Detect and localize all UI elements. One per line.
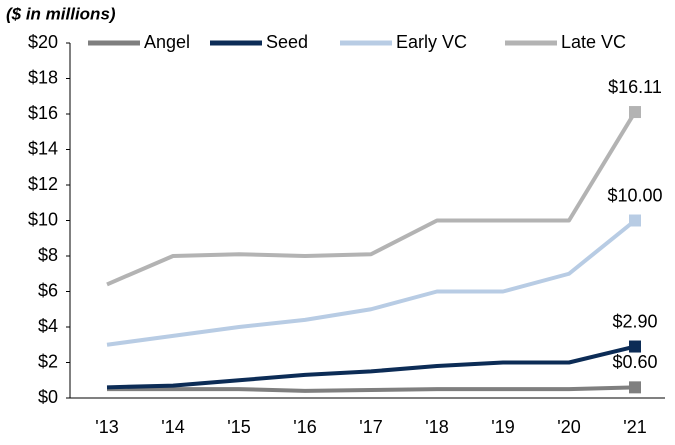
y-tick-label: $16 bbox=[28, 103, 58, 123]
y-tick-label: $12 bbox=[28, 174, 58, 194]
series-line bbox=[106, 111, 637, 287]
y-tick-label: $2 bbox=[38, 351, 58, 371]
point-marker bbox=[629, 214, 641, 227]
y-tick-label: $18 bbox=[28, 67, 58, 87]
y-tick-label: $0 bbox=[38, 387, 58, 407]
legend-label: Angel bbox=[144, 32, 190, 52]
y-tick-label: $8 bbox=[38, 245, 58, 265]
legend-label: Seed bbox=[266, 32, 308, 52]
point-marker bbox=[629, 340, 641, 353]
x-tick-label: '15 bbox=[227, 417, 250, 437]
y-tick-label: $14 bbox=[28, 138, 58, 158]
y-tick-label: $10 bbox=[28, 209, 58, 229]
point-marker bbox=[629, 381, 641, 394]
x-tick-label: '21 bbox=[623, 417, 646, 437]
x-tick-label: '13 bbox=[95, 417, 118, 437]
y-tick-label: $6 bbox=[38, 280, 58, 300]
point-marker bbox=[629, 106, 641, 119]
chart-subtitle: ($ in millions) bbox=[6, 4, 116, 23]
x-tick-label: '14 bbox=[161, 417, 184, 437]
x-tick-label: '20 bbox=[557, 417, 580, 437]
x-tick-label: '17 bbox=[359, 417, 382, 437]
y-tick-label: $20 bbox=[28, 32, 58, 52]
x-tick-label: '16 bbox=[293, 417, 316, 437]
series-line bbox=[106, 344, 636, 390]
data-label: $0.60 bbox=[612, 352, 657, 372]
legend-label: Late VC bbox=[561, 32, 626, 52]
x-tick-label: '18 bbox=[425, 417, 448, 437]
data-label: $2.90 bbox=[612, 311, 657, 331]
data-label: $16.11 bbox=[608, 77, 662, 97]
series-line bbox=[107, 385, 636, 393]
legend-label: Early VC bbox=[396, 32, 467, 52]
x-tick-label: '19 bbox=[491, 417, 514, 437]
y-tick-label: $4 bbox=[38, 316, 58, 336]
series-line bbox=[106, 218, 637, 347]
data-label: $10.00 bbox=[607, 185, 662, 205]
